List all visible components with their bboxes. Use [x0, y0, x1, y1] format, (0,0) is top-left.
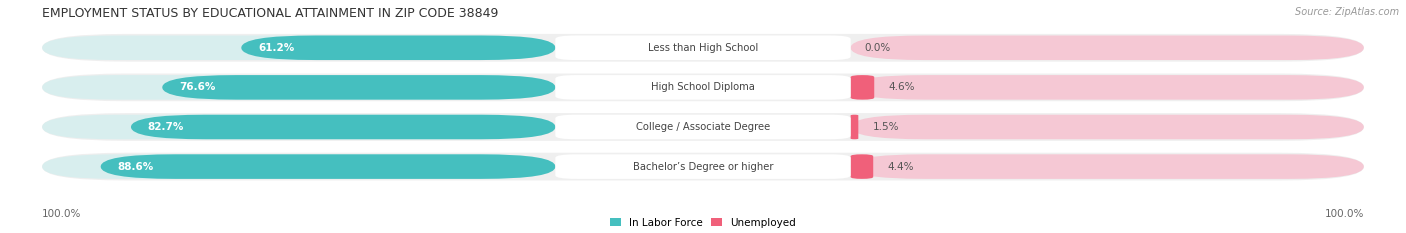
Text: Less than High School: Less than High School — [648, 43, 758, 53]
FancyBboxPatch shape — [42, 113, 1364, 141]
FancyBboxPatch shape — [851, 35, 1364, 60]
Text: Source: ZipAtlas.com: Source: ZipAtlas.com — [1295, 7, 1399, 17]
FancyBboxPatch shape — [555, 154, 851, 179]
Legend: In Labor Force, Unemployed: In Labor Force, Unemployed — [610, 218, 796, 228]
FancyBboxPatch shape — [42, 74, 1364, 101]
FancyBboxPatch shape — [555, 35, 851, 60]
Text: 0.0%: 0.0% — [865, 43, 891, 53]
Text: 100.0%: 100.0% — [42, 209, 82, 219]
Text: 4.4%: 4.4% — [887, 162, 914, 171]
FancyBboxPatch shape — [242, 35, 555, 60]
Text: 88.6%: 88.6% — [118, 162, 153, 171]
Text: 100.0%: 100.0% — [1324, 209, 1364, 219]
FancyBboxPatch shape — [42, 34, 1364, 62]
FancyBboxPatch shape — [131, 115, 555, 139]
FancyBboxPatch shape — [851, 154, 1364, 179]
FancyBboxPatch shape — [42, 154, 555, 179]
Text: 76.6%: 76.6% — [179, 82, 215, 92]
Text: EMPLOYMENT STATUS BY EDUCATIONAL ATTAINMENT IN ZIP CODE 38849: EMPLOYMENT STATUS BY EDUCATIONAL ATTAINM… — [42, 7, 499, 20]
Text: 4.6%: 4.6% — [889, 82, 915, 92]
Text: Bachelor’s Degree or higher: Bachelor’s Degree or higher — [633, 162, 773, 171]
FancyBboxPatch shape — [42, 75, 555, 100]
FancyBboxPatch shape — [42, 153, 1364, 180]
FancyBboxPatch shape — [851, 115, 858, 139]
FancyBboxPatch shape — [42, 35, 555, 60]
FancyBboxPatch shape — [555, 115, 851, 139]
FancyBboxPatch shape — [42, 115, 555, 139]
FancyBboxPatch shape — [851, 154, 873, 179]
FancyBboxPatch shape — [101, 154, 555, 179]
Text: 82.7%: 82.7% — [148, 122, 184, 132]
FancyBboxPatch shape — [851, 75, 875, 100]
FancyBboxPatch shape — [851, 115, 1364, 139]
FancyBboxPatch shape — [851, 75, 1364, 100]
Text: 1.5%: 1.5% — [872, 122, 898, 132]
FancyBboxPatch shape — [162, 75, 555, 100]
Text: College / Associate Degree: College / Associate Degree — [636, 122, 770, 132]
Text: 61.2%: 61.2% — [259, 43, 294, 53]
Text: High School Diploma: High School Diploma — [651, 82, 755, 92]
FancyBboxPatch shape — [555, 75, 851, 100]
